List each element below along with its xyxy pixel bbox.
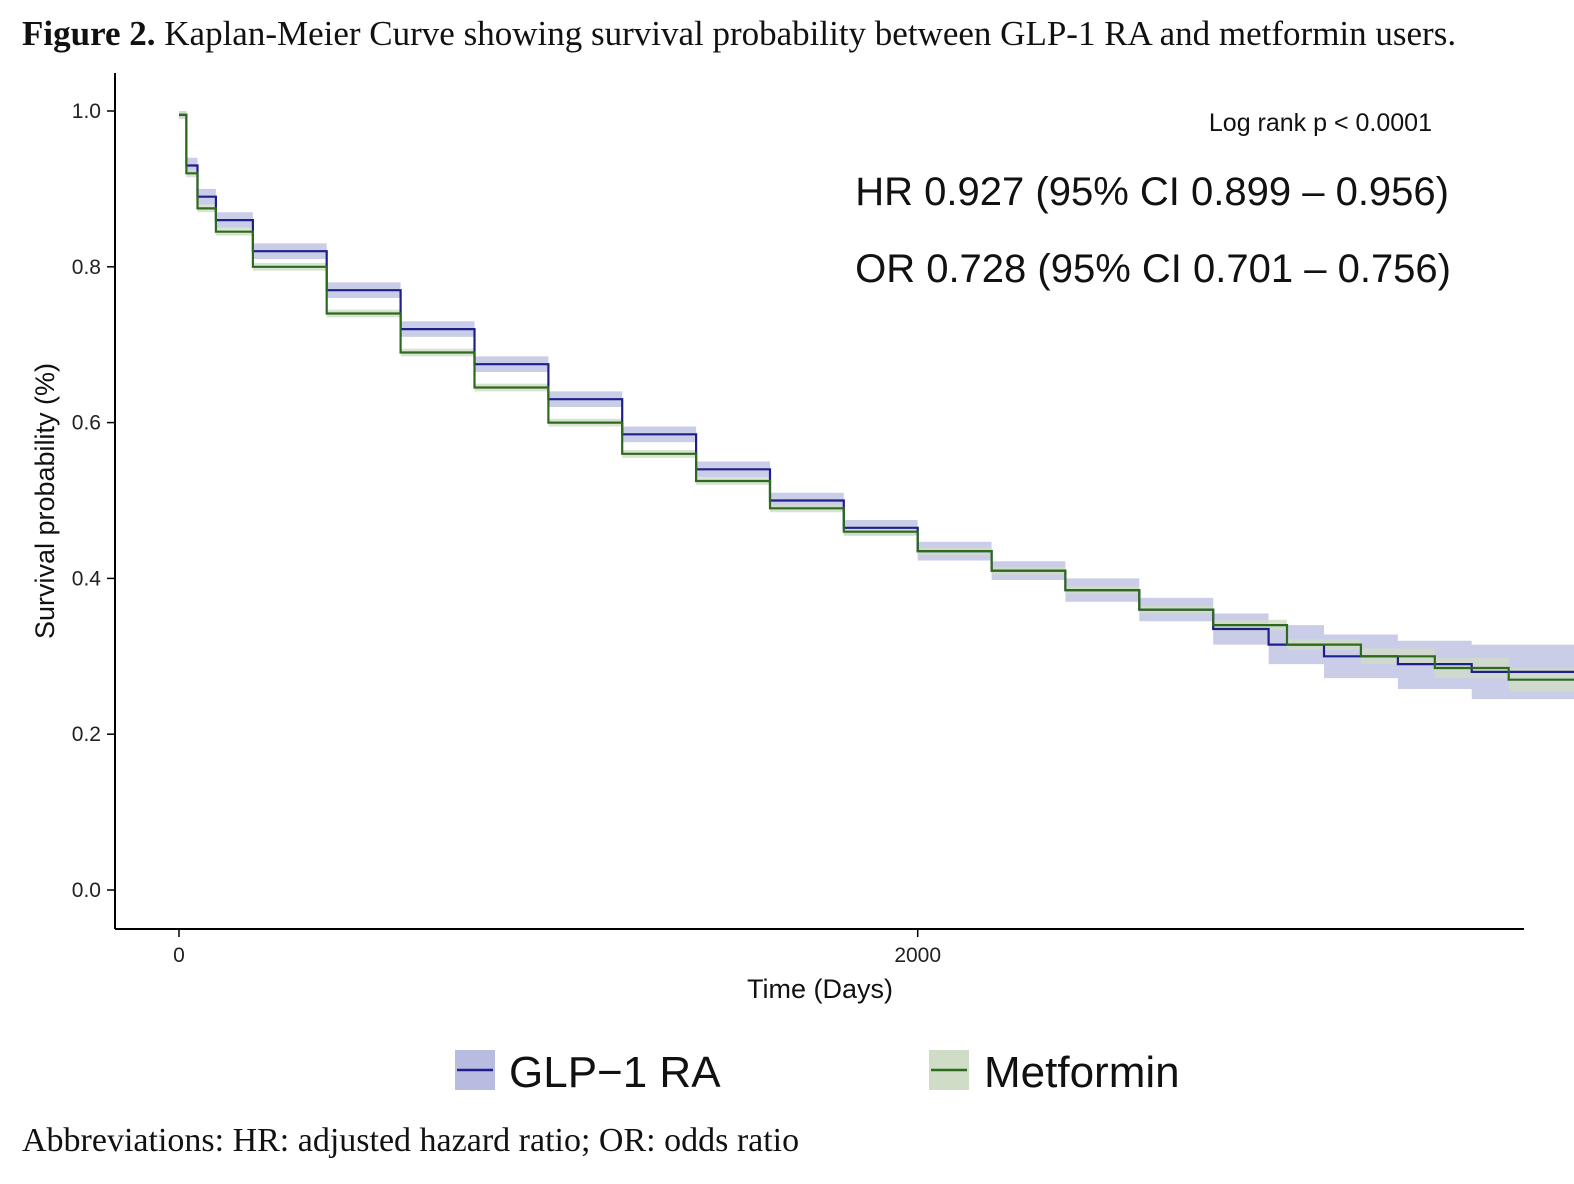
x-tick-label: 0 [173,944,185,967]
ci-band-metformin [179,111,1574,692]
legend: GLP−1 RA Metformin [455,1048,1180,1097]
survival-line-metformin [179,113,1574,681]
ci-bands [179,111,1574,700]
hr-annotation: HR 0.927 (95% CI 0.899 – 0.956) [855,170,1449,214]
x-ticks: 0200040006000 [173,929,941,967]
figure-label: Figure 2. [22,14,156,53]
legend-metformin-label: Metformin [984,1048,1180,1097]
or-annotation: OR 0.728 (95% CI 0.701 – 0.756) [855,247,1451,291]
legend-item-glp1: GLP−1 RA [455,1048,721,1097]
kaplan-meier-chart: 0200040006000 0.00.20.40.60.81.0 Time (D… [30,73,1574,1097]
y-tick-label: 0.0 [72,879,101,902]
figure-caption: Figure 2. Kaplan-Meier Curve showing sur… [22,14,1456,54]
y-tick-label: 0.8 [72,256,101,279]
y-tick-label: 1.0 [72,100,101,123]
x-axis-label: Time (Days) [747,974,893,1004]
y-tick-label: 0.6 [72,412,101,435]
y-ticks: 0.0 0.2 0.4 0.6 0.8 1.0 [72,100,115,902]
logrank-annotation: Log rank p < 0.0001 [1209,109,1432,137]
survival-line-glp1 [179,113,1574,673]
axes [114,73,1524,930]
y-tick-label: 0.2 [72,723,101,746]
footnote: Abbreviations: HR: adjusted hazard ratio… [22,1122,800,1159]
survival-curves [179,113,1574,681]
legend-glp1-label: GLP−1 RA [509,1048,721,1097]
y-axis-label: Survival probability (%) [30,363,60,639]
y-tick-label: 0.4 [72,567,102,590]
legend-item-metformin: Metformin [929,1048,1180,1097]
x-tick-label: 2000 [894,944,941,967]
figure-caption-text: Kaplan-Meier Curve showing survival prob… [164,14,1457,53]
